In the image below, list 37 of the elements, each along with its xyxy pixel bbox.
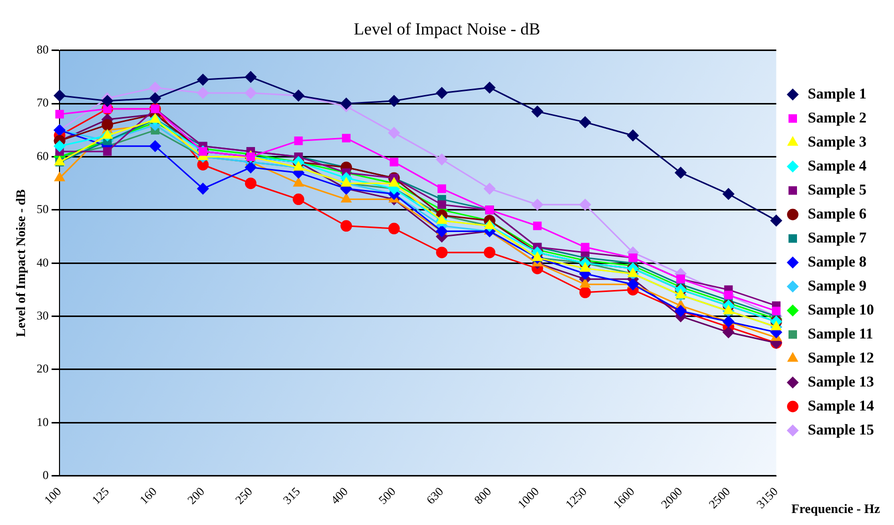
- y-tick-label: 20: [36, 362, 49, 376]
- x-tick-label: 315: [280, 484, 303, 508]
- legend-label: Sample 13: [808, 374, 874, 390]
- y-tick-label: 60: [36, 148, 49, 163]
- legend-label: Sample 14: [808, 398, 874, 414]
- x-tick-label: 400: [328, 484, 351, 508]
- x-axis-title: Frequencie - Hz: [791, 501, 880, 517]
- legend-label: Sample 11: [808, 326, 874, 342]
- x-tick-label: 630: [424, 484, 446, 508]
- y-tick-label: 10: [36, 414, 49, 429]
- legend-label: Sample 6: [808, 206, 867, 222]
- legend-label: Sample 9: [808, 278, 867, 294]
- y-tick-label: 70: [36, 96, 49, 110]
- x-tick-label: 200: [184, 484, 208, 508]
- y-tick-label: 0: [42, 468, 49, 482]
- legend-label: Sample 15: [808, 422, 874, 438]
- x-tick-label: 800: [471, 484, 494, 508]
- y-tick-label: 30: [36, 308, 49, 322]
- legend-label: Sample 5: [808, 182, 867, 198]
- legend-label: Sample 10: [808, 302, 874, 318]
- legend-label: Sample 2: [808, 110, 867, 126]
- chart-title: Level of Impact Noise - dB: [354, 20, 540, 39]
- y-tick-label: 80: [36, 42, 49, 57]
- legend-label: Sample 4: [808, 158, 867, 174]
- x-tick-label: 250: [232, 484, 256, 508]
- x-tick-label: 125: [89, 484, 112, 508]
- x-tick-label: 100: [41, 484, 64, 508]
- y-axis-title: Level of Impact Noise - dB: [13, 188, 28, 337]
- y-tick-label: 40: [36, 255, 49, 270]
- legend-label: Sample 1: [808, 86, 867, 102]
- legend-label: Sample 12: [808, 350, 874, 366]
- legend-label: Sample 7: [808, 230, 867, 246]
- x-tick-label: 160: [136, 484, 160, 508]
- legend-label: Sample 3: [808, 134, 867, 150]
- x-tick-label: 500: [376, 484, 398, 508]
- legend-label: Sample 8: [808, 254, 867, 270]
- y-tick-label: 50: [36, 202, 49, 216]
